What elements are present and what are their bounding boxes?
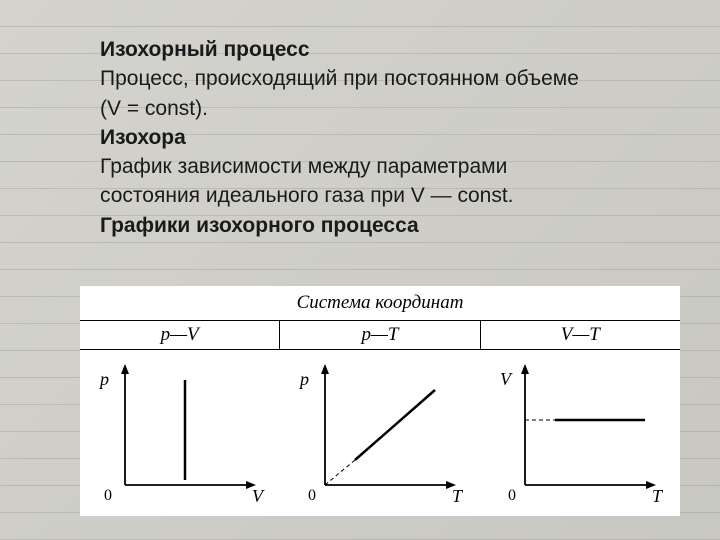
plot-pT: p T 0 (280, 350, 480, 510)
definition-line-2: (V = const). (100, 95, 660, 122)
plot-pT-svg: p T 0 (280, 350, 480, 510)
figure-area: Система координат p—V p—T V—T (80, 286, 680, 516)
VT-origin: 0 (508, 487, 516, 504)
VT-x-label: T (652, 486, 664, 506)
pV-y-label: p (98, 369, 109, 389)
heading-graphs: Графики изохорного процесса (100, 212, 660, 239)
heading-isochore: Изохора (100, 124, 660, 151)
plot-VT-svg: V T 0 (480, 350, 680, 510)
definition2-line-2: состояния идеального газа при V — const. (100, 182, 660, 209)
definition2-line-1: График зависимости между параметрами (100, 153, 660, 180)
pT-origin: 0 (308, 487, 316, 504)
figure-caption: Система координат (80, 286, 680, 314)
header-pT: p—T (280, 321, 480, 349)
plots-row: p V 0 p T 0 (80, 350, 680, 510)
pV-origin: 0 (104, 487, 112, 504)
heading-isochoric-process: Изохорный процесс (100, 36, 660, 63)
plot-pV: p V 0 (80, 350, 280, 510)
page: Изохорный процесс Процесс, происходящий … (0, 0, 720, 540)
text-block: Изохорный процесс Процесс, происходящий … (100, 36, 660, 241)
pV-x-label: V (252, 486, 265, 506)
plot-pV-svg: p V 0 (80, 350, 280, 510)
plot-VT: V T 0 (480, 350, 680, 510)
pT-y-label: p (298, 369, 309, 389)
header-VT: V—T (481, 321, 680, 349)
VT-y-label: V (500, 369, 513, 389)
figure-header-row: p—V p—T V—T (80, 320, 680, 350)
pT-x-label: T (452, 486, 464, 506)
definition-line-1: Процесс, происходящий при постоянном объ… (100, 65, 660, 92)
header-pV: p—V (80, 321, 280, 349)
